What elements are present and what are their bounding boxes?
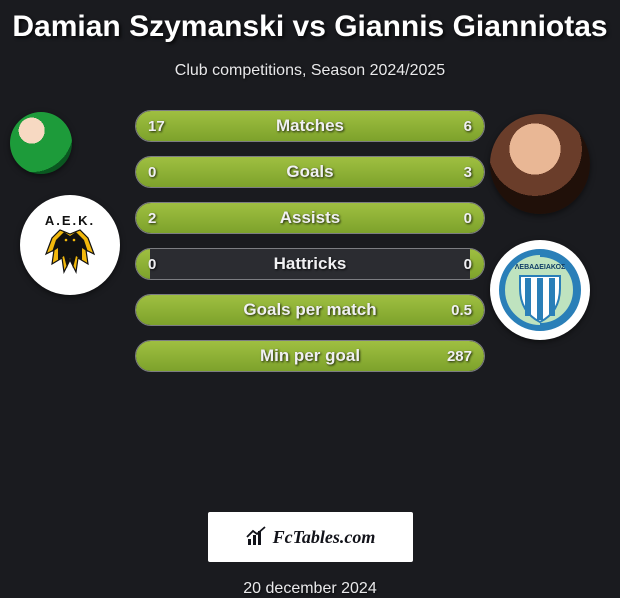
- stat-row: 20Assists: [135, 202, 485, 234]
- bar-fill-left: [136, 203, 470, 233]
- stat-row: 287Min per goal: [135, 340, 485, 372]
- stat-row: 0.5Goals per match: [135, 294, 485, 326]
- stat-row: 176Matches: [135, 110, 485, 142]
- brand-text: FcTables.com: [273, 527, 376, 548]
- stat-bars: 176Matches 03Goals 20Assists 00Hattricks 0.5…: [135, 110, 485, 386]
- bar-fill-right: [470, 249, 484, 279]
- stat-row: 03Goals: [135, 156, 485, 188]
- team-right-crest: ΛΕΒΑΔΕΙΑΚΟΣ: [490, 240, 590, 340]
- team-left-crest: A.E.K.: [20, 195, 120, 295]
- player-left-avatar: [10, 112, 72, 174]
- eagle-icon: [40, 228, 100, 278]
- bar-fill-left: [136, 249, 150, 279]
- bar-fill-left: [136, 341, 150, 371]
- subtitle: Club competitions, Season 2024/2025: [0, 62, 620, 80]
- chart-icon: [245, 525, 269, 549]
- bar-fill-left: [136, 157, 150, 187]
- crest-aek-text: A.E.K.: [45, 213, 95, 228]
- bar-fill-right: [150, 341, 484, 371]
- brand-badge: FcTables.com: [208, 512, 413, 562]
- stat-row: 00Hattricks: [135, 248, 485, 280]
- page-title: Damian Szymanski vs Giannis Gianniotas: [0, 0, 620, 44]
- bar-fill-left: [136, 295, 150, 325]
- bar-fill-right: [150, 295, 484, 325]
- svg-text:ΛΕΒΑΔΕΙΑΚΟΣ: ΛΕΒΑΔΕΙΑΚΟΣ: [515, 264, 566, 271]
- levadiakos-crest-icon: ΛΕΒΑΔΕΙΑΚΟΣ: [498, 248, 582, 332]
- bar-fill-right: [394, 111, 484, 141]
- footer-date: 20 december 2024: [0, 580, 620, 598]
- bar-fill-right: [150, 157, 484, 187]
- bar-fill-left: [136, 111, 394, 141]
- comparison-panel: A.E.K. ΛΕΒΑΔΕΙΑΚΟΣ 176Matches 03Goals 20As…: [0, 80, 620, 510]
- stat-label: Hattricks: [136, 249, 484, 279]
- player-right-avatar: [490, 114, 590, 214]
- bar-fill-right: [470, 203, 484, 233]
